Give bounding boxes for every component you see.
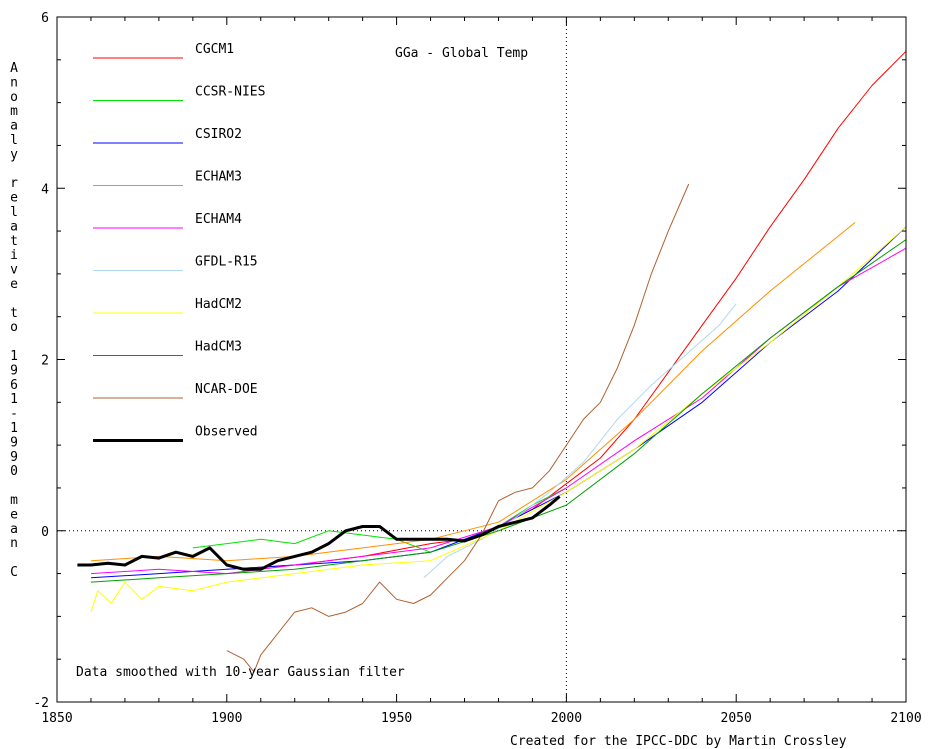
legend-entry-hadcm3: HadCM3 [93, 340, 242, 356]
y-axis-label-char: i [10, 248, 18, 263]
x-tick-label: 2000 [551, 711, 582, 726]
y-axis-label-char: m [10, 493, 18, 508]
legend-label: CCSR-NIES [195, 85, 265, 100]
y-tick-label: 2 [41, 354, 49, 369]
series-line-hadcm2 [90, 226, 907, 613]
y-axis-label-char: l [10, 133, 18, 148]
legend-label: ECHAM4 [195, 212, 242, 227]
y-axis-label-char: l [10, 205, 18, 220]
x-tick-label: 1850 [41, 711, 72, 726]
legend-entry-echam3: ECHAM3 [93, 170, 242, 186]
y-axis-label-char: y [10, 147, 18, 162]
y-axis-label-char: o [10, 320, 18, 335]
legend-label: HadCM2 [195, 297, 242, 312]
legend-entry-cgcm1: CGCM1 [93, 42, 234, 59]
legend-entry-csiro2: CSIRO2 [93, 127, 242, 144]
series-line-observed [77, 495, 561, 571]
legend: CGCM1 CCSR-NIES CSIRO2 ECHAM3 ECHAM4 GFDL-R15… [93, 42, 265, 442]
legend-label: GFDL-R15 [195, 255, 258, 270]
y-axis-label-char: - [10, 407, 18, 422]
y-axis-label-char: e [10, 507, 18, 522]
legend-label: NCAR-DOE [195, 382, 258, 397]
reference-lines [57, 17, 906, 702]
y-axis-label-char: A [10, 61, 18, 76]
y-axis-label-char: r [10, 176, 18, 191]
y-axis-label-char: v [10, 263, 18, 278]
y-tick-label: 0 [41, 525, 49, 540]
legend-label: CSIRO2 [195, 127, 242, 142]
legend-entry-gfdl-r15: GFDL-R15 [93, 255, 258, 271]
y-axis-label-char: a [10, 119, 18, 134]
y-axis-label-char: 9 [10, 363, 18, 378]
credit-text: Created for the IPCC-DDC by Martin Cross… [510, 734, 847, 749]
y-tick-label: -2 [33, 696, 49, 711]
series-line-gfdl-r15 [423, 303, 737, 579]
legend-entry-hadcm2: HadCM2 [93, 297, 242, 314]
y-axis-label-char: 9 [10, 450, 18, 465]
legend-label: Observed [195, 425, 258, 440]
y-axis-label-char: n [10, 536, 18, 551]
y-axis-label-char: C [10, 565, 18, 580]
y-tick-label: 6 [41, 11, 49, 26]
y-axis-label-char: 6 [10, 378, 18, 393]
series-line-hadcm3 [90, 239, 907, 583]
axes: -2 0 2 4 6 1850 1900 1950 2000 2050 2100 [33, 11, 921, 726]
y-tick-label: 4 [41, 182, 49, 197]
legend-entry-ncar-doe: NCAR-DOE [93, 382, 258, 399]
y-axis-label-char: 9 [10, 435, 18, 450]
y-axis-label-char: e [10, 277, 18, 292]
legend-label: ECHAM3 [195, 170, 242, 185]
y-axis-label-char: t [10, 234, 18, 249]
series-layer [77, 50, 907, 673]
x-tick-label: 1900 [211, 711, 242, 726]
y-axis-label-char: t [10, 306, 18, 321]
legend-entry-observed: Observed [93, 425, 258, 442]
y-axis-label-char: m [10, 104, 18, 119]
x-tick-label: 2100 [890, 711, 921, 726]
series-line-ncar-doe [226, 183, 690, 673]
legend-label: CGCM1 [195, 42, 234, 57]
y-axis-label-char: 1 [10, 421, 18, 436]
x-tick-label: 2050 [721, 711, 752, 726]
y-axis-label-char: 1 [10, 392, 18, 407]
y-axis-label-char: 1 [10, 349, 18, 364]
series-line-echam3 [90, 222, 856, 562]
legend-entry-ccsr-nies: CCSR-NIES [93, 85, 265, 101]
y-axis-label-char: n [10, 75, 18, 90]
x-tick-label: 1950 [381, 711, 412, 726]
legend-entry-echam4: ECHAM4 [93, 212, 242, 229]
y-axis-label-char: 0 [10, 464, 18, 479]
smoothing-annotation: Data smoothed with 10-year Gaussian filt… [76, 665, 405, 680]
legend-label: HadCM3 [195, 340, 242, 355]
chart-title: GGa - Global Temp [395, 46, 528, 61]
y-axis-label-char: e [10, 191, 18, 206]
series-line-cgcm1 [226, 50, 907, 570]
y-axis-label-char: o [10, 90, 18, 105]
y-axis-label-char: a [10, 219, 18, 234]
y-axis-label-char: a [10, 522, 18, 537]
